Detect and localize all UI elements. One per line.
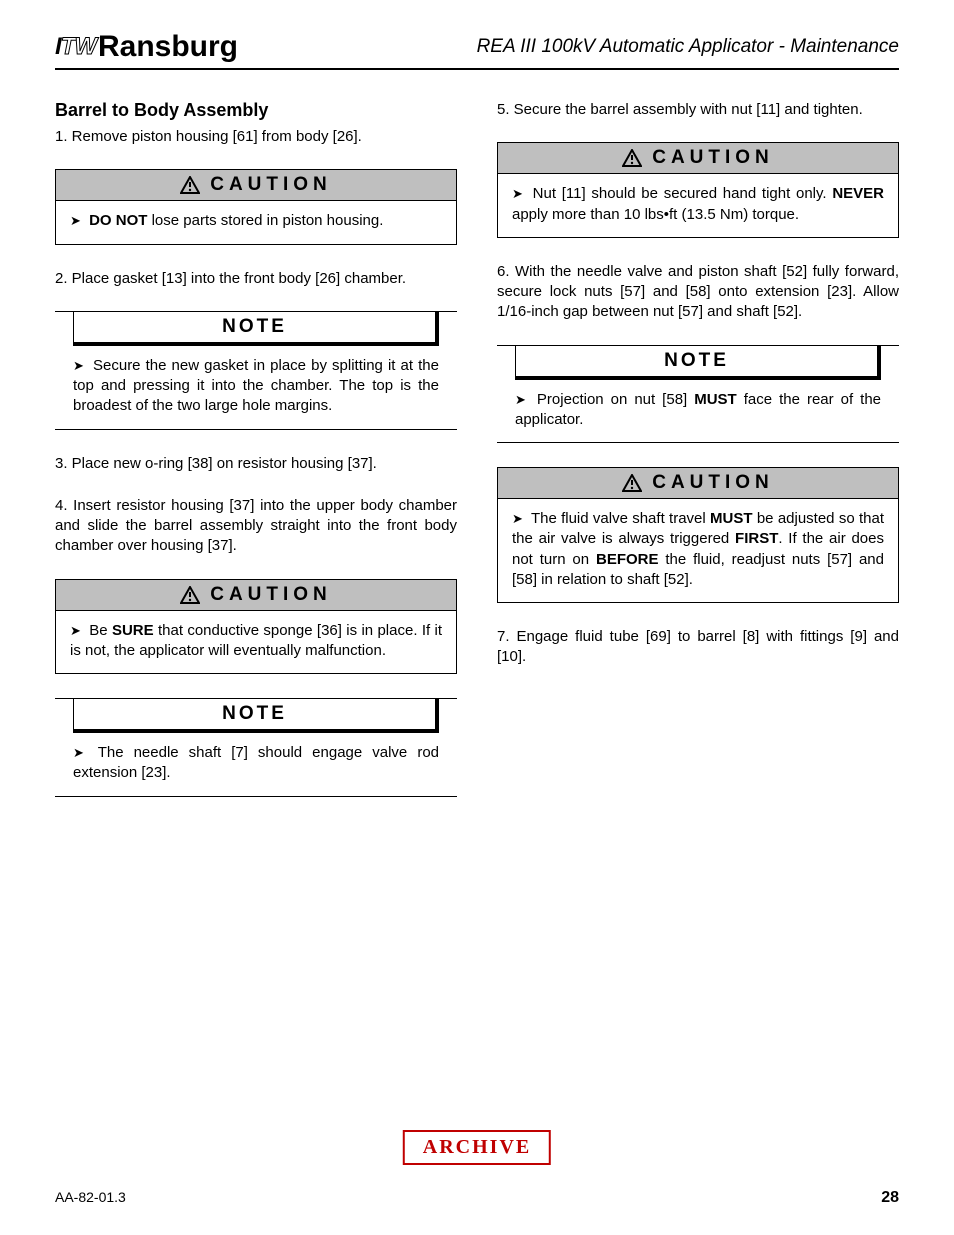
warning-icon bbox=[622, 474, 642, 492]
c4-b2: FIRST bbox=[735, 530, 778, 547]
caution-header: CAUTION bbox=[498, 468, 898, 499]
caution-label: CAUTION bbox=[652, 472, 774, 494]
arrow-icon: ➤ bbox=[512, 185, 523, 203]
right-column: 5. Secure the barrel assembly with nut [… bbox=[497, 100, 899, 821]
note-text: Secure the new gasket in place by splitt… bbox=[73, 357, 439, 415]
note-header: NOTE bbox=[73, 698, 439, 733]
page-header: ITW Ransburg REA III 100kV Automatic App… bbox=[55, 30, 899, 70]
note-text: The needle shaft [7] should engage valve… bbox=[73, 744, 439, 781]
note-body: ➤ Projection on nut [58] MUST face the r… bbox=[497, 390, 899, 431]
caution-box-4: CAUTION ➤ The fluid valve shaft travel M… bbox=[497, 467, 899, 603]
note-label: NOTE bbox=[222, 316, 287, 337]
page-footer: AA-82-01.3 28 bbox=[55, 1189, 899, 1207]
arrow-icon: ➤ bbox=[70, 622, 81, 640]
caution-pre: Nut [11] should be secured hand tight on… bbox=[533, 185, 833, 202]
caution-label: CAUTION bbox=[652, 147, 774, 169]
arrow-icon: ➤ bbox=[512, 510, 523, 528]
note-header: NOTE bbox=[515, 345, 881, 380]
warning-icon bbox=[180, 176, 200, 194]
caution-box-1: CAUTION ➤ DO NOT lose parts stored in pi… bbox=[55, 169, 457, 244]
c4-pre: The fluid valve shaft travel bbox=[531, 510, 710, 527]
arrow-icon: ➤ bbox=[70, 212, 81, 230]
note-header: NOTE bbox=[73, 311, 439, 346]
step-6: 6. With the needle valve and piston shaf… bbox=[497, 262, 899, 323]
document-title: REA III 100kV Automatic Applicator - Mai… bbox=[477, 36, 899, 58]
caution-header: CAUTION bbox=[56, 580, 456, 611]
caution-text: lose parts stored in piston housing. bbox=[147, 212, 383, 229]
logo-text: Ransburg bbox=[98, 30, 238, 64]
note-box-1: NOTE ➤ Secure the new gasket in place by… bbox=[55, 311, 457, 430]
arrow-icon: ➤ bbox=[73, 357, 84, 375]
content-columns: Barrel to Body Assembly 1. Remove piston… bbox=[55, 100, 899, 821]
step-3: 3. Place new o-ring [38] on resistor hou… bbox=[55, 454, 457, 474]
caution-body: ➤ DO NOT lose parts stored in piston hou… bbox=[56, 201, 456, 243]
left-column: Barrel to Body Assembly 1. Remove piston… bbox=[55, 100, 457, 821]
page-number: 28 bbox=[881, 1189, 899, 1207]
note-body: ➤ Secure the new gasket in place by spli… bbox=[55, 356, 457, 417]
note-box-2: NOTE ➤ The needle shaft [7] should engag… bbox=[55, 698, 457, 797]
step-2: 2. Place gasket [13] into the front body… bbox=[55, 269, 457, 289]
arrow-icon: ➤ bbox=[73, 744, 84, 762]
logo-itw: ITW bbox=[55, 33, 96, 61]
document-code: AA-82-01.3 bbox=[55, 1189, 126, 1207]
step-4: 4. Insert resistor housing [37] into the… bbox=[55, 496, 457, 557]
note-pre: Projection on nut [58] bbox=[537, 391, 694, 408]
caution-label: CAUTION bbox=[210, 584, 332, 606]
note-box-3: NOTE ➤ Projection on nut [58] MUST face … bbox=[497, 345, 899, 444]
note-label: NOTE bbox=[222, 703, 287, 724]
step-1: 1. Remove piston housing [61] from body … bbox=[55, 127, 457, 147]
caution-header: CAUTION bbox=[56, 170, 456, 201]
arrow-icon: ➤ bbox=[515, 391, 526, 409]
caution-body: ➤ Nut [11] should be secured hand tight … bbox=[498, 174, 898, 237]
c4-b3: BEFORE bbox=[596, 551, 659, 568]
caution-header: CAUTION bbox=[498, 143, 898, 174]
caution-box-2: CAUTION ➤ Be SURE that conductive sponge… bbox=[55, 579, 457, 675]
warning-icon bbox=[622, 149, 642, 167]
caution-box-3: CAUTION ➤ Nut [11] should be secured han… bbox=[497, 142, 899, 238]
warning-icon bbox=[180, 586, 200, 604]
note-label: NOTE bbox=[664, 350, 729, 371]
caution-body: ➤ The fluid valve shaft travel MUST be a… bbox=[498, 499, 898, 602]
note-body: ➤ The needle shaft [7] should engage val… bbox=[55, 743, 457, 784]
step-5: 5. Secure the barrel assembly with nut [… bbox=[497, 100, 899, 120]
archive-stamp: ARCHIVE bbox=[403, 1130, 551, 1165]
note-bold: MUST bbox=[694, 391, 737, 408]
c4-b1: MUST bbox=[710, 510, 753, 527]
caution-body: ➤ Be SURE that conductive sponge [36] is… bbox=[56, 611, 456, 674]
brand-logo: ITW Ransburg bbox=[55, 30, 238, 64]
caution-post: apply more than 10 lbs•ft (13.5 Nm) torq… bbox=[512, 206, 799, 223]
caution-bold: NEVER bbox=[832, 185, 884, 202]
caution-pre: Be bbox=[89, 622, 112, 639]
caution-label: CAUTION bbox=[210, 174, 332, 196]
section-title: Barrel to Body Assembly bbox=[55, 100, 457, 121]
step-7: 7. Engage fluid tube [69] to barrel [8] … bbox=[497, 627, 899, 668]
caution-bold: DO NOT bbox=[89, 212, 147, 229]
caution-bold: SURE bbox=[112, 622, 154, 639]
